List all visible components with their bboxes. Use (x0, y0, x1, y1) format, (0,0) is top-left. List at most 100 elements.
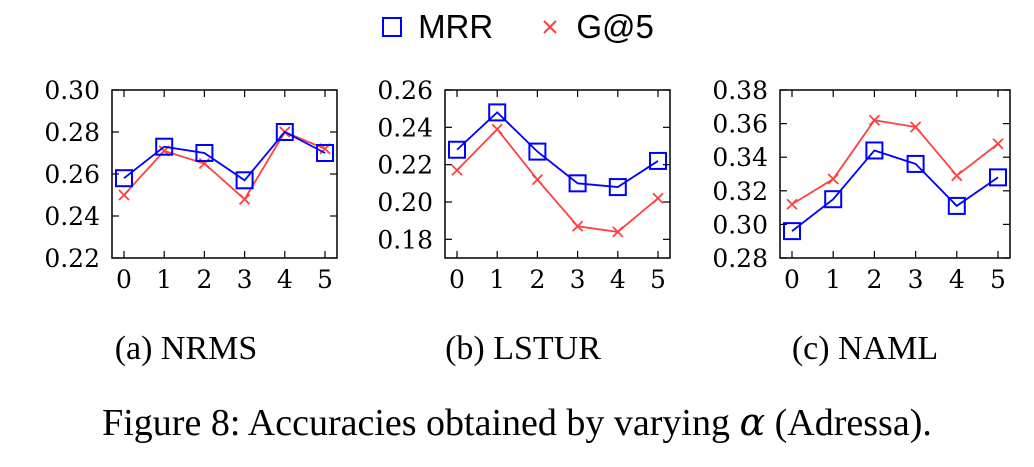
legend-label-mrr: MRR (418, 8, 494, 45)
x-tick-label: 5 (317, 265, 333, 294)
square-marker-icon (382, 17, 403, 37)
data-point-g5 (786, 198, 798, 210)
caption-symbol: α (739, 400, 766, 444)
x-marker-stroke (992, 138, 1004, 150)
data-point-mrr (316, 144, 334, 162)
x-tick-label: 1 (156, 265, 172, 294)
x-tick-label: 0 (784, 265, 800, 294)
series-line-mrr (123, 130, 326, 182)
y-tick-label: 0.32 (712, 177, 768, 206)
data-point-mrr (989, 168, 1007, 187)
data-point-g5 (491, 123, 503, 135)
x-marker-stroke (571, 220, 584, 232)
series-line-g5 (456, 127, 659, 233)
caption-prefix: Figure 8: Accuracies obtained by varying (102, 402, 740, 444)
y-tick-label: 0.26 (377, 76, 433, 105)
x-marker-stroke (118, 189, 130, 201)
data-point-mrr (195, 144, 214, 162)
data-point-g5 (827, 173, 839, 185)
x-tick-label: 2 (866, 265, 882, 294)
x-tick-label: 0 (449, 265, 465, 294)
x-tick-label: 0 (116, 265, 132, 294)
y-tick-label: 0.30 (712, 210, 768, 239)
data-point-g5 (951, 170, 963, 182)
x-marker-stroke (238, 193, 251, 205)
x-tick-label: 5 (990, 265, 1006, 294)
legend-entry-g5: G@5 (538, 8, 654, 46)
chart-lstur: 0.18 0.20 0.22 0.24 0.26 0 1 2 3 4 5 (377, 76, 671, 294)
y-tick-label: 0.34 (712, 143, 768, 172)
x-marker-stroke (652, 192, 664, 204)
legend-label-g5: G@5 (576, 8, 654, 45)
data-point-g5 (992, 138, 1004, 150)
data-point-mrr (824, 190, 843, 209)
legend: MRR G@5 (0, 8, 1034, 47)
x-marker-stroke (786, 198, 798, 210)
x-tick-label: 2 (196, 265, 212, 294)
series-line-mrr (456, 111, 659, 188)
y-tick-label: 0.26 (44, 160, 100, 189)
subfigure-label-lstur: (b) LSTUR (445, 330, 601, 367)
x-marker-icon (543, 20, 558, 34)
data-point-mrr (865, 141, 884, 160)
y-tick-label: 0.24 (377, 113, 433, 142)
data-point-g5 (238, 193, 251, 205)
data-point-g5 (118, 189, 130, 201)
data-point-mrr (275, 123, 294, 141)
data-point-g5 (868, 114, 881, 126)
data-point-mrr (906, 154, 925, 173)
x-tick-label: 4 (610, 265, 626, 294)
data-point-mrr (115, 169, 133, 188)
x-marker-stroke (612, 226, 624, 238)
x-marker-stroke (531, 173, 544, 186)
data-point-g5 (451, 164, 463, 176)
x-marker-stroke (827, 173, 839, 185)
y-tick-label: 0.20 (377, 188, 433, 217)
plot-frame (444, 89, 671, 259)
x-marker-stroke (951, 170, 963, 182)
subfigure-label-naml: (c) NAML (791, 330, 939, 367)
x-tick-label: 4 (949, 265, 965, 294)
x-tick-label: 1 (825, 265, 841, 294)
data-point-mrr (783, 222, 801, 241)
data-point-g5 (612, 226, 624, 238)
chart-nrms: 0.22 0.24 0.26 0.28 0.30 0 1 2 3 4 5 (44, 76, 338, 294)
legend-entry-mrr: MRR (380, 8, 493, 46)
series-line-g5 (791, 119, 999, 206)
y-tick-label: 0.24 (44, 202, 100, 231)
x-tick-label: 3 (908, 265, 924, 294)
x-tick-label: 3 (570, 265, 586, 294)
plot-frame (111, 89, 338, 259)
x-marker-stroke (909, 121, 922, 133)
y-tick-label: 0.22 (377, 151, 433, 180)
x-marker-stroke (451, 164, 463, 176)
data-point-mrr (528, 142, 547, 161)
x-tick-label: 4 (277, 265, 293, 294)
data-point-g5 (909, 121, 922, 133)
y-tick-label: 0.28 (712, 244, 768, 273)
data-point-mrr (649, 151, 667, 170)
y-tick-label: 0.38 (712, 76, 768, 105)
x-tick-label: 1 (489, 265, 505, 294)
x-marker-stroke (868, 114, 881, 126)
data-point-g5 (531, 173, 544, 186)
series-line-mrr (791, 149, 999, 232)
data-point-mrr (235, 171, 254, 190)
x-tick-label: 5 (650, 265, 666, 294)
data-point-g5 (652, 192, 664, 204)
data-point-mrr (947, 196, 966, 215)
y-tick-label: 0.36 (712, 110, 768, 139)
x-marker-stroke (491, 123, 503, 135)
x-tick-label: 3 (237, 265, 253, 294)
figure-caption: Figure 8: Accuracies obtained by varying… (0, 400, 1034, 445)
caption-suffix: (Adressa). (765, 402, 932, 444)
y-tick-label: 0.28 (44, 118, 100, 147)
data-point-g5 (571, 220, 584, 232)
data-point-mrr (448, 140, 466, 159)
data-point-mrr (155, 137, 174, 156)
data-point-mrr (568, 174, 587, 193)
y-tick-label: 0.30 (44, 76, 100, 105)
plot-frame (779, 89, 1011, 259)
chart-naml: 0.28 0.30 0.32 0.34 0.36 0.38 0 1 2 3 4 5 (712, 76, 1011, 294)
